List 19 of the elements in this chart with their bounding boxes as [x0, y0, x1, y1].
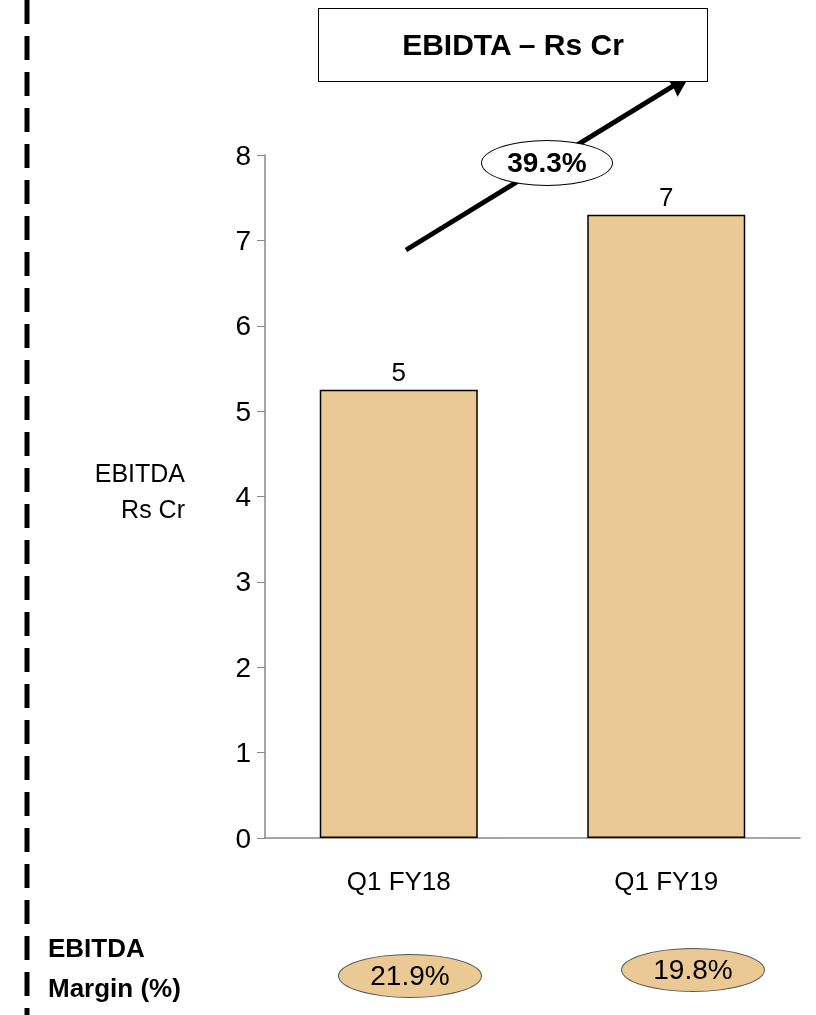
y-tick-label: 4: [235, 481, 251, 512]
chart-title: EBIDTA – Rs Cr: [318, 8, 708, 82]
x-tick-label: Q1 FY19: [614, 866, 719, 896]
y-tick-label: 3: [235, 566, 251, 598]
y-tick-label: 2: [235, 651, 251, 683]
y-tick-label: 7: [235, 224, 251, 256]
y-tick-label: 0: [235, 822, 251, 854]
data-label: 7: [659, 181, 674, 212]
text: 19.8%: [621, 948, 765, 992]
text: 21.9%: [338, 954, 482, 998]
y-tick-label: 5: [235, 395, 251, 427]
y-tick-label: 1: [235, 737, 251, 769]
annotation: 39.3%: [481, 140, 613, 186]
x-tick-label: Q1 FY18: [346, 866, 451, 896]
y-axis-title: EBITDA Rs Cr: [93, 458, 185, 525]
data-label: 5: [391, 356, 406, 387]
text: EBITDA Margin (%): [48, 932, 182, 1005]
y-tick-label: 6: [235, 310, 251, 342]
y-tick-label: 8: [235, 139, 251, 171]
